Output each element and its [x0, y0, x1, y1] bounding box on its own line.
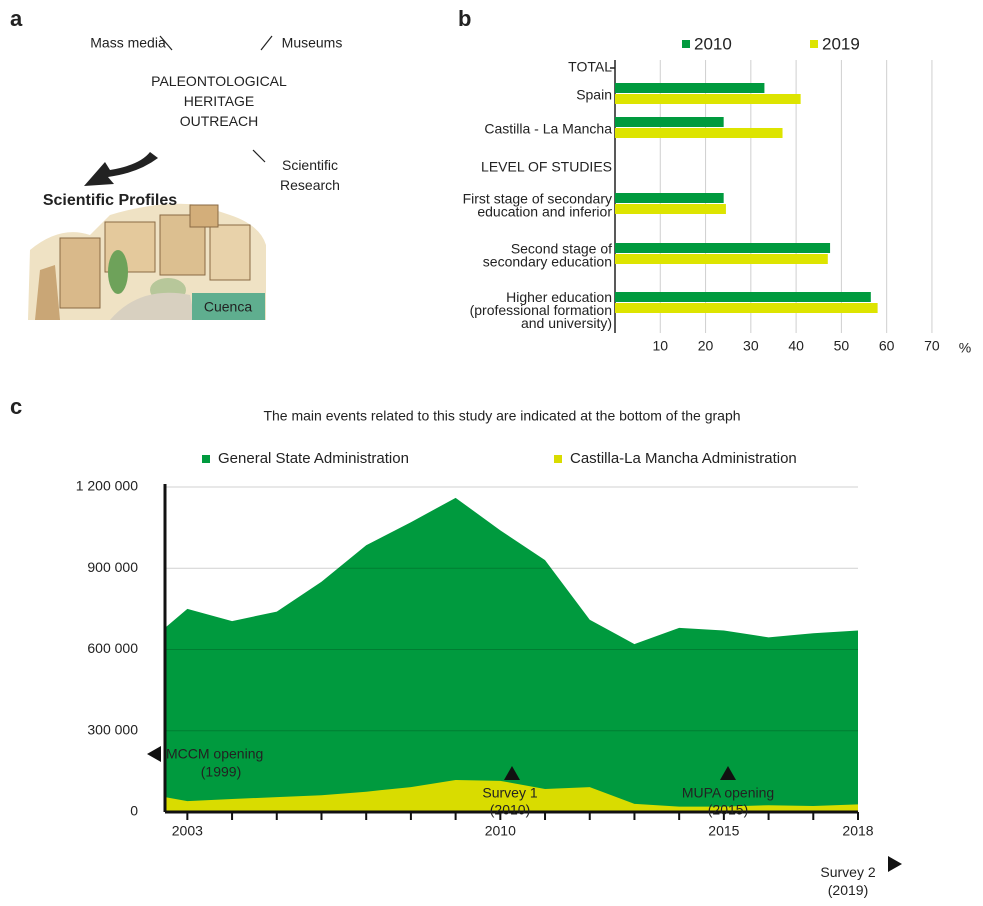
- x-tick-label: 40: [788, 338, 804, 354]
- text-line: HERITAGE: [184, 93, 255, 109]
- legend-swatch: [682, 40, 690, 48]
- annotation: MCCM opening: [166, 746, 263, 762]
- diagram-label: Museums: [282, 35, 343, 51]
- panel-label: b: [458, 6, 471, 31]
- text-line: and university): [521, 315, 612, 331]
- text-line: secondary education: [483, 253, 612, 269]
- group-label: LEVEL OF STUDIES: [481, 159, 612, 175]
- diagram-title: PALEONTOLOGICAL HERITAGE OUTREACH: [151, 73, 287, 129]
- annotation: MUPA opening (2015): [682, 784, 774, 817]
- legend-swatch: [810, 40, 818, 48]
- illustration: [28, 35, 273, 320]
- text-line: OUTREACH: [180, 113, 259, 129]
- event-marker: [720, 766, 736, 780]
- bar: [615, 117, 724, 127]
- text-line: Scientific: [282, 157, 338, 173]
- x-tick-label: 20: [698, 338, 714, 354]
- text-line: Survey 1: [482, 784, 537, 800]
- text-line: Research: [280, 177, 340, 193]
- y-tick-label: 300 000: [87, 721, 138, 737]
- legend-swatch: [202, 455, 210, 463]
- text-line: First stage of secondary: [463, 190, 612, 206]
- y-tick-label: Castilla - La Mancha: [484, 121, 612, 137]
- diagram-label: Mass media: [90, 35, 166, 51]
- x-tick-label: 60: [879, 338, 895, 354]
- y-tick-label: First stage of secondary education and in…: [463, 190, 613, 219]
- bar: [615, 292, 871, 302]
- event-marker: [504, 766, 520, 780]
- annotation: Survey 1 (2010): [482, 784, 537, 817]
- x-tick-label: 10: [652, 338, 668, 354]
- y-tick-label: 600 000: [87, 640, 138, 656]
- x-tick-label: 50: [834, 338, 850, 354]
- x-tick-label: 2010: [485, 823, 516, 839]
- diagram-label: Scientific Research: [280, 157, 340, 193]
- annotation: Survey 2 (2019): [820, 864, 875, 898]
- group-label: TOTAL: [568, 59, 612, 75]
- area: [165, 780, 858, 812]
- legend-label: 2019: [822, 34, 860, 53]
- text-line: Survey 2: [820, 864, 875, 880]
- annotation: (1999): [201, 764, 241, 780]
- x-tick-label: 30: [743, 338, 759, 354]
- event-marker: [147, 746, 161, 762]
- bar: [615, 94, 801, 104]
- y-tick-label: Spain: [576, 87, 612, 103]
- legend-swatch: [554, 455, 562, 463]
- diagram-label: Cuenca: [204, 299, 252, 315]
- legend-label: Castilla-La Mancha Administration: [570, 450, 797, 467]
- x-tick-label: 2003: [172, 823, 203, 839]
- bar: [615, 83, 765, 93]
- y-tick-label: Second stage of secondary education: [483, 240, 612, 269]
- bar: [615, 204, 726, 214]
- x-tick-label: 2015: [708, 823, 739, 839]
- panel-label: c: [10, 394, 22, 419]
- text-line: education and inferior: [477, 203, 612, 219]
- y-tick-label: 1 200 000: [76, 478, 138, 494]
- text-line: MUPA opening: [682, 784, 774, 800]
- y-tick-label: Higher education (professional formation a…: [470, 289, 612, 331]
- legend-label: 2010: [694, 34, 732, 53]
- bar: [615, 193, 724, 203]
- text-line: (professional formation: [470, 302, 612, 318]
- event-marker: [888, 856, 902, 872]
- panel-label: a: [10, 6, 23, 31]
- text-line: Higher education: [506, 289, 612, 305]
- legend-label: General State Administration: [218, 450, 409, 467]
- x-tick-label: 2018: [842, 823, 873, 839]
- text-line: (2010): [490, 801, 530, 817]
- y-tick-label: 0: [130, 803, 138, 819]
- bar: [615, 128, 783, 138]
- subtitle: The main events related to this study ar…: [263, 408, 740, 424]
- text-line: Second stage of: [511, 240, 612, 256]
- text-line: PALEONTOLOGICAL: [151, 73, 287, 89]
- area: [165, 497, 858, 812]
- bar: [615, 303, 878, 313]
- x-axis-label: %: [959, 340, 971, 356]
- text-line: (2015): [708, 801, 748, 817]
- text-line: (2019): [828, 882, 868, 898]
- y-tick-label: 900 000: [87, 559, 138, 575]
- bar: [615, 243, 831, 253]
- x-tick-label: 70: [924, 338, 940, 354]
- diagram-label: Scientific Profiles: [43, 192, 177, 209]
- bar: [615, 254, 828, 264]
